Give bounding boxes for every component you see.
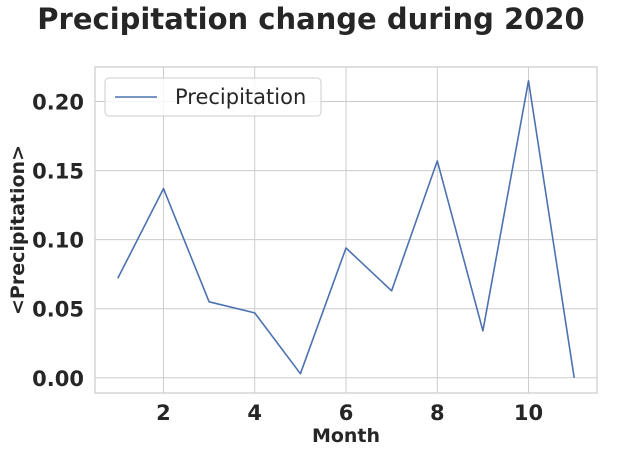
x-tick-label: 10 <box>514 401 543 425</box>
y-tick-label: 0.15 <box>32 160 84 184</box>
y-tick-label: 0.05 <box>32 298 84 322</box>
x-tick-label: 8 <box>430 401 445 425</box>
legend-box <box>104 77 322 117</box>
y-tick-label: 0.10 <box>32 229 84 253</box>
chart-title: Precipitation change during 2020 <box>37 2 585 36</box>
x-tick-label: 4 <box>247 401 262 425</box>
x-axis-label: Month <box>312 425 380 447</box>
x-tick-label: 2 <box>156 401 171 425</box>
y-tick-label: 0.00 <box>32 367 84 391</box>
y-axis-label: <Precipitation> <box>7 145 29 315</box>
x-tick-label: 6 <box>339 401 354 425</box>
legend-label: Precipitation <box>175 85 306 109</box>
y-tick-label: 0.20 <box>32 91 84 115</box>
plot-frame <box>94 66 598 394</box>
